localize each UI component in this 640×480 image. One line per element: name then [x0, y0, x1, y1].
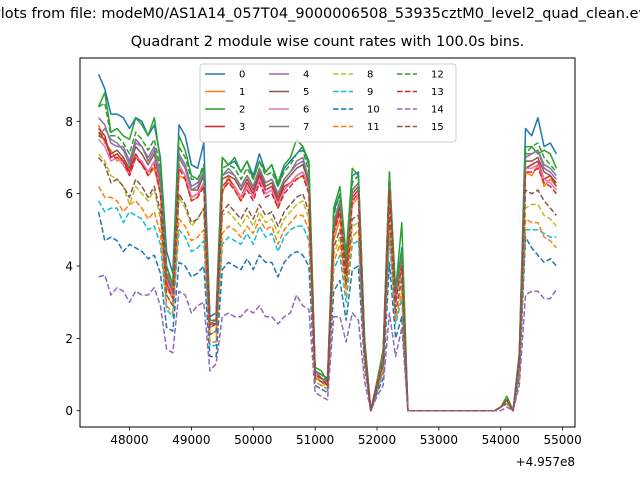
legend-label-4: 4: [303, 70, 309, 81]
y-tick-label: 6: [65, 187, 73, 201]
chart-title: Quadrant 2 module wise count rates with …: [130, 34, 525, 50]
legend-label-9: 9: [367, 87, 373, 98]
x-tick-label: 50000: [234, 433, 272, 447]
legend-label-3: 3: [239, 122, 245, 133]
figure-suptitle: Plots from file: modeM0/AS1A14_057T04_90…: [0, 6, 640, 26]
legend-label-7: 7: [303, 122, 309, 133]
x-tick-label: 52000: [358, 433, 396, 447]
legend-label-12: 12: [431, 70, 444, 81]
legend-label-10: 10: [367, 105, 380, 116]
series-line-10: [97, 211, 557, 412]
series-line-14: [98, 274, 558, 412]
legend-label-5: 5: [303, 87, 309, 98]
x-tick-label: 51000: [296, 433, 334, 447]
x-axis: 48000 49000 50000 51000 52000 53000 54000 55000: [110, 427, 582, 447]
legend-label-11: 11: [367, 122, 380, 133]
legend-label-6: 6: [303, 105, 309, 116]
y-tick-label: 2: [65, 332, 73, 346]
plot-frame: [79, 57, 576, 428]
x-offset-label: +4.957e8: [516, 455, 575, 469]
legend-box: [199, 63, 457, 143]
y-tick-label: 0: [65, 404, 73, 418]
x-tick-label: 48000: [110, 433, 148, 447]
legend-label-1: 1: [239, 87, 245, 98]
legend-label-13: 13: [431, 87, 444, 98]
x-tick-label: 55000: [544, 433, 582, 447]
x-tick-label: 53000: [420, 433, 458, 447]
x-tick-label: 49000: [172, 433, 210, 447]
legend-label-2: 2: [239, 105, 245, 116]
plot-lines: [97, 74, 558, 412]
legend-label-14: 14: [431, 105, 444, 116]
y-tick-label: 4: [65, 260, 73, 274]
legend-label-15: 15: [431, 122, 444, 133]
y-axis: 0 2 4 6 8: [65, 115, 80, 418]
y-tick-label: 8: [65, 115, 73, 129]
suptitle-text: Plots from file: modeM0/AS1A14_057T04_90…: [0, 6, 640, 22]
legend-label-0: 0: [239, 70, 245, 81]
series-line-15: [98, 157, 557, 412]
x-tick-label: 54000: [482, 433, 520, 447]
legend-label-8: 8: [367, 70, 373, 81]
